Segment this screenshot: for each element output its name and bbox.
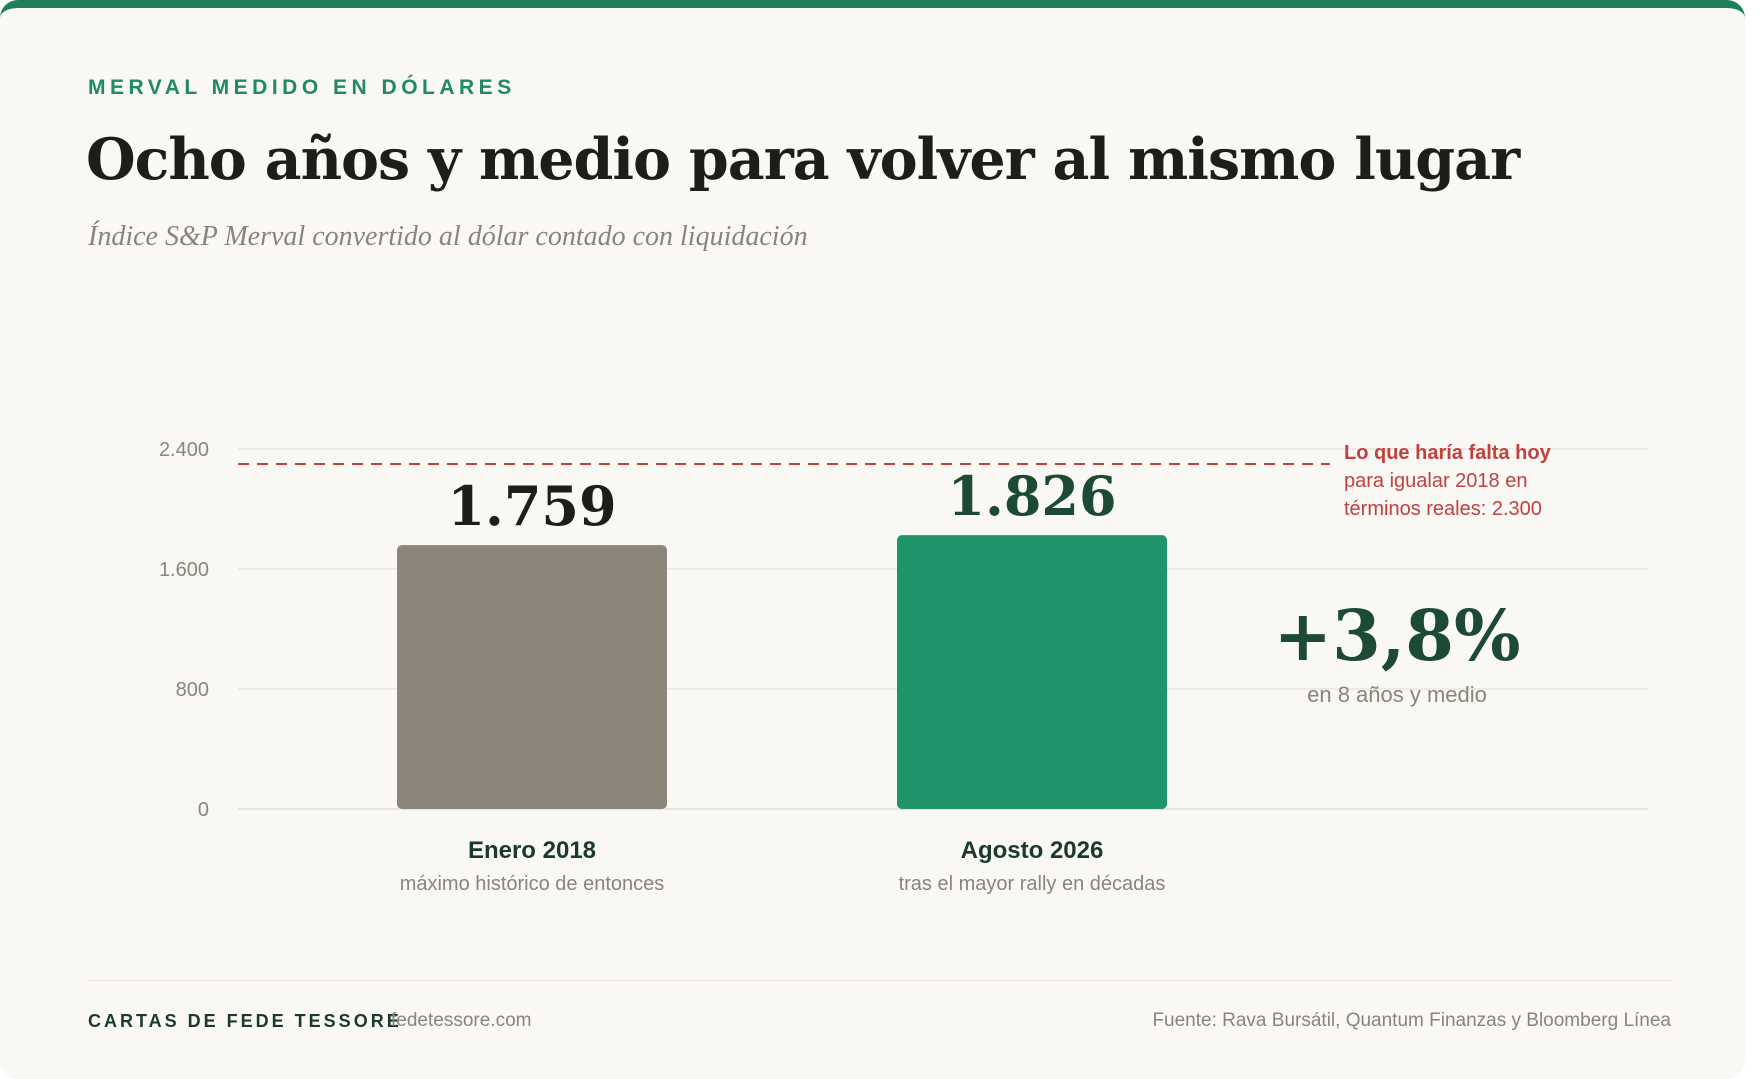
footer-source: Fuente: Rava Bursátil, Quantum Finanzas … — [1152, 1010, 1671, 1031]
reference-line-label: Lo que haría falta hoy — [1344, 442, 1552, 464]
page-title: Ocho años y medio para volver al mismo l… — [86, 126, 1520, 193]
x-category-sublabel: máximo histórico de entonces — [400, 873, 665, 895]
change-annotation-caption: en 8 años y medio — [1307, 682, 1487, 707]
footer-divider — [88, 980, 1671, 981]
reference-line-label: términos reales: 2.300 — [1344, 498, 1542, 520]
y-tick-label: 0 — [198, 799, 209, 821]
bar-1 — [397, 545, 667, 809]
page-subtitle: Índice S&P Merval convertido al dólar co… — [88, 221, 808, 252]
y-tick-label: 800 — [176, 679, 209, 701]
bar-chart: 0 800 1.600 2.400 Lo que haría falta hoy para… — [159, 439, 1648, 895]
eyebrow-label: MERVAL MEDIDO EN DÓLARES — [88, 76, 516, 99]
x-category-label: Enero 2018 — [468, 837, 596, 864]
x-category-label: Agosto 2026 — [961, 837, 1104, 864]
reference-line-label: para igualar 2018 en — [1344, 470, 1527, 492]
footer-site-link[interactable]: fedetessore.com — [391, 1010, 532, 1031]
y-tick-label: 2.400 — [159, 439, 209, 461]
change-annotation-value: +3,8% — [1274, 594, 1521, 677]
bar-value-label: 1.826 — [947, 464, 1116, 528]
footer-brand: CARTAS DE FEDE TESSORE — [88, 1011, 402, 1031]
bar-value-label: 1.759 — [447, 474, 616, 538]
x-category-sublabel: tras el mayor rally en décadas — [899, 873, 1166, 895]
bar-2 — [897, 535, 1167, 809]
y-tick-label: 1.600 — [159, 559, 209, 581]
